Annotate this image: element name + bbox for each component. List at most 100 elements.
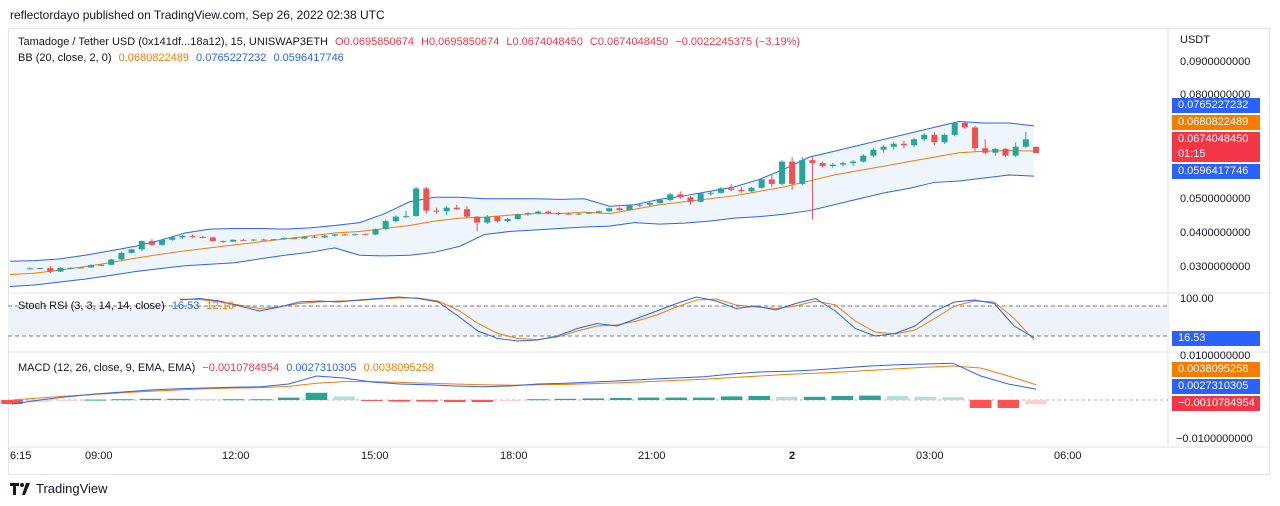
time-tick: 6:15: [10, 450, 32, 462]
macd-hist-bar: [84, 399, 106, 401]
symbol-legend[interactable]: Tamadoge / Tether USD (0x141df...18a12),…: [18, 36, 804, 48]
candle-body: [982, 148, 989, 153]
macd-legend[interactable]: MACD (12, 26, close, 9, EMA, EMA) −0.001…: [18, 362, 438, 374]
macd-hist-bar: [859, 395, 881, 400]
candle-body: [1032, 146, 1040, 153]
candle-body: [189, 235, 196, 237]
candle-body: [260, 239, 267, 241]
candle-body: [108, 259, 115, 265]
time-tick: 21:00: [638, 450, 666, 462]
candle-body: [230, 239, 237, 242]
candle-body: [382, 221, 389, 230]
stoch-legend[interactable]: Stoch RSI (3, 3, 14, 14, close) 16.53 12…: [18, 300, 238, 312]
candle-body: [494, 216, 501, 222]
candle-body: [717, 188, 725, 193]
ohlc-change: −0.0022245375 (−3.19%): [675, 36, 801, 48]
candle-body: [819, 163, 826, 167]
ohlc-close: C0.0674048450: [589, 36, 669, 48]
macd-hist-bar: [748, 396, 771, 400]
candle-body: [26, 268, 34, 270]
publisher-line: reflectordayo published on TradingView.c…: [10, 8, 385, 22]
macd-hist-bar: [361, 400, 383, 401]
price-tick: 0.0400000000: [1180, 227, 1251, 239]
candle-body: [972, 127, 979, 149]
candles: [26, 122, 1040, 274]
macd-hist-bar: [416, 400, 438, 402]
macd-hist-bar: [1, 400, 23, 404]
candle-body: [301, 236, 308, 239]
candle-body: [738, 189, 745, 192]
candle-body: [657, 199, 664, 203]
candle-body: [677, 194, 684, 198]
macd-hist-bar: [693, 397, 715, 400]
time-tick: 15:00: [361, 450, 389, 462]
candle-body: [758, 179, 765, 188]
bb-upper-value: 0.0765227232: [196, 52, 267, 64]
candle-body: [321, 235, 328, 238]
macd-hist-bar: [333, 396, 355, 400]
macd-label: MACD (12, 26, close, 9, EMA, EMA): [18, 362, 196, 374]
time-tick: 18:00: [500, 450, 528, 462]
candle-body: [77, 267, 84, 269]
macd-line-value: 0.0027310305: [286, 362, 357, 374]
candle-body: [199, 236, 206, 238]
price-tick: 0.0500000000: [1180, 193, 1251, 205]
candle-body: [341, 234, 349, 236]
candle-body: [809, 160, 816, 164]
macd-hist-bar: [1025, 400, 1047, 405]
bb-lower-tag: 0.0596417746: [1172, 164, 1260, 179]
macd-hist-bar: [637, 397, 660, 400]
candle-body: [667, 194, 674, 200]
candle-body: [829, 164, 836, 167]
time-tick: 12:00: [222, 450, 250, 462]
candle-body: [402, 216, 409, 218]
tradingview-logo-icon: [10, 482, 30, 495]
bb-legend[interactable]: BB (20, close, 2, 0) 0.0680822489 0.0765…: [18, 52, 348, 64]
macd-main-line: [11, 362, 1037, 405]
candle-body: [67, 267, 74, 269]
stoch-axis-top: 100.00: [1180, 293, 1214, 305]
price-tick: 0.0900000000: [1180, 56, 1251, 68]
macd-hist-bar: [305, 392, 328, 400]
time-tick: 09:00: [85, 450, 113, 462]
macd-hist-bar: [803, 396, 826, 400]
macd-hist-bar: [222, 399, 245, 401]
candle-body: [352, 234, 359, 236]
candle-body: [138, 241, 145, 250]
macd-hist-bar: [582, 398, 604, 400]
candle-body: [250, 239, 257, 241]
stoch-k-value: 16.53: [171, 300, 200, 312]
macd-axis-bottom: −0.0100000000: [1176, 433, 1253, 445]
candle-body: [484, 216, 491, 223]
candle-body: [474, 216, 481, 223]
macd-hist-bar: [471, 400, 494, 402]
macd-hist-bar: [776, 396, 798, 400]
candle-body: [535, 211, 542, 214]
macd-hist-bar: [610, 398, 632, 400]
stoch-rsi-pane: [8, 296, 1168, 342]
candle-body: [423, 188, 430, 211]
macd-hist-bar: [886, 396, 909, 400]
candle-body: [118, 252, 125, 260]
time-tick-day: 2: [789, 450, 796, 462]
last-price-tag: 0.0674048450: [1172, 132, 1260, 147]
macd-hist-bar: [969, 400, 992, 408]
candle-body: [179, 235, 186, 238]
macd-hist-bar: [250, 399, 272, 401]
candle-body: [748, 187, 755, 192]
candle-body: [646, 202, 653, 205]
candle-body: [169, 237, 176, 240]
stoch-d-value: 12.16: [206, 300, 234, 312]
candle-body: [57, 267, 64, 272]
candle-body: [148, 241, 155, 245]
bb-basis-line: [9, 150, 1035, 276]
candle-body: [47, 268, 54, 272]
bb-upper-line: [9, 120, 1035, 262]
candle-body: [860, 155, 867, 162]
candle-body: [281, 238, 288, 240]
tradingview-footer[interactable]: TradingView: [10, 481, 108, 496]
tradingview-brand: TradingView: [36, 481, 108, 496]
macd-line-tag: 0.0027310305: [1172, 379, 1260, 394]
candle-body: [921, 134, 928, 140]
